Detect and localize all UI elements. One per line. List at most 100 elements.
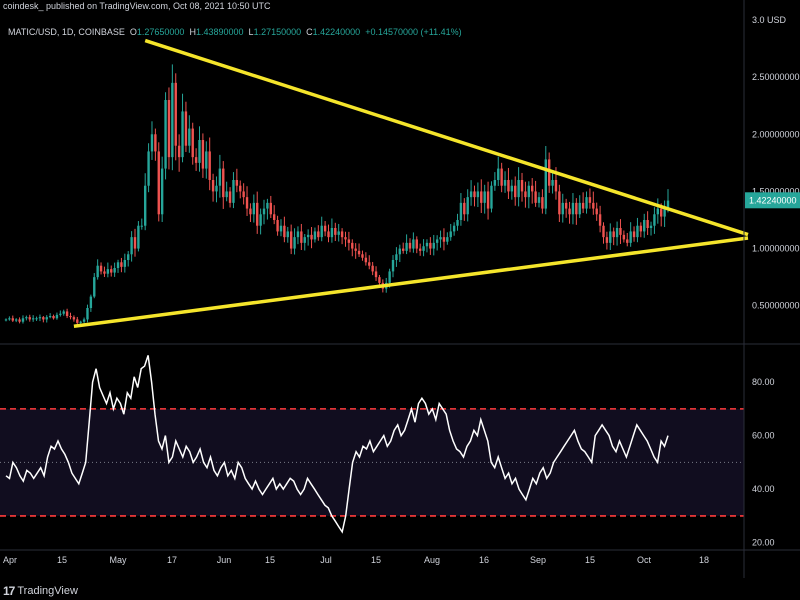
candle-body [554, 180, 558, 192]
candle-body [79, 321, 82, 323]
candle-body [323, 225, 327, 232]
candle-body [354, 248, 357, 251]
candle-body [48, 316, 52, 318]
candle-body [663, 208, 666, 217]
candle-body [571, 202, 575, 215]
candle-body [446, 237, 449, 242]
candle-body [259, 214, 262, 226]
candle-body [537, 197, 541, 203]
time-tick-label: 15 [57, 555, 67, 565]
rsi-tick-label: 60.00 [752, 431, 775, 441]
rsi-pane[interactable] [0, 355, 744, 534]
candle-body [45, 317, 48, 320]
candle-body [527, 185, 531, 198]
candle-body [432, 242, 435, 249]
candle-body [609, 231, 612, 243]
axes: 3.0 USD 2.50000000 2.00000000 1.50000000 1.0… [0, 0, 800, 578]
candle-body [127, 254, 130, 260]
candle-body [415, 239, 418, 249]
candle-body [184, 111, 188, 146]
time-tick-label: Oct [637, 555, 652, 565]
candle-body [561, 202, 564, 215]
candle-body [116, 262, 120, 268]
candle-body [514, 185, 517, 198]
candle-body [327, 231, 330, 238]
candle-body [181, 111, 184, 158]
lower-trendline[interactable] [73, 236, 749, 329]
candle-body [439, 237, 442, 240]
candle-body [171, 82, 174, 158]
candle-body [69, 316, 72, 318]
candle-body [405, 242, 408, 251]
candle-body [378, 277, 381, 283]
candle-body [110, 269, 113, 273]
candle-body [222, 168, 225, 198]
footer-brand: 17 TradingView [3, 584, 78, 598]
candle-body [551, 180, 554, 186]
candle-body [500, 168, 503, 186]
candle-body [643, 220, 646, 232]
time-tick-label: 16 [479, 555, 489, 565]
high-label: H [189, 27, 196, 37]
candle-body [459, 202, 463, 220]
candle-body [269, 202, 272, 215]
candle-body [493, 180, 497, 186]
candle-body [357, 250, 361, 255]
candle-body [55, 314, 59, 319]
candle-body [272, 214, 276, 220]
candle-body [35, 318, 38, 320]
candle-body [228, 191, 232, 203]
time-tick-label: May [109, 555, 127, 565]
candle-body [412, 239, 415, 249]
candle-body [31, 318, 35, 320]
candle-body [374, 271, 378, 278]
upper-trendline[interactable] [144, 38, 749, 237]
candle-body [605, 237, 609, 243]
candle-body [154, 134, 157, 152]
time-tick-label: 15 [371, 555, 381, 565]
candle-body [76, 319, 79, 323]
candle-body [188, 128, 191, 146]
candle-body [442, 237, 446, 242]
publish-info: coindesk_ published on TradingView.com, … [3, 1, 271, 11]
candle-body [435, 239, 439, 243]
candle-body [86, 308, 89, 320]
price-pane[interactable] [4, 38, 749, 329]
candle-body [368, 262, 371, 266]
candle-body [286, 231, 289, 238]
candle-body [636, 225, 639, 238]
candle-body [137, 225, 140, 249]
candle-body [371, 265, 374, 272]
candle-body [133, 237, 137, 249]
candle-body [191, 128, 194, 158]
rsi-line[interactable] [5, 355, 669, 534]
candle-body [157, 151, 160, 215]
candle-body [463, 202, 466, 215]
candle-body [306, 234, 310, 238]
candle-body [666, 200, 670, 209]
time-tick-label: Aug [424, 555, 440, 565]
time-tick-label: 15 [585, 555, 595, 565]
candle-body [245, 197, 249, 209]
candle-body [660, 208, 663, 217]
candle-body [544, 159, 547, 209]
candle-body [408, 242, 412, 249]
candle-body [218, 168, 222, 186]
tradingview-logo-icon: 17 [3, 584, 15, 598]
time-tick-label: Apr [3, 555, 17, 565]
close-label: C [306, 27, 313, 37]
candle-body [490, 185, 493, 209]
candle-body [351, 242, 354, 249]
candle-body [201, 140, 205, 169]
candle-body [347, 239, 351, 243]
candle-body [639, 225, 643, 232]
candle-body [262, 208, 266, 215]
candle-body [398, 248, 402, 255]
price-tick-label: 1.50000000 [752, 186, 800, 196]
candle-body [177, 145, 181, 158]
candle-body [602, 225, 605, 238]
candle-body [8, 318, 11, 320]
price-tick-label: 1.00000000 [752, 244, 800, 254]
brand-name: TradingView [17, 585, 78, 597]
